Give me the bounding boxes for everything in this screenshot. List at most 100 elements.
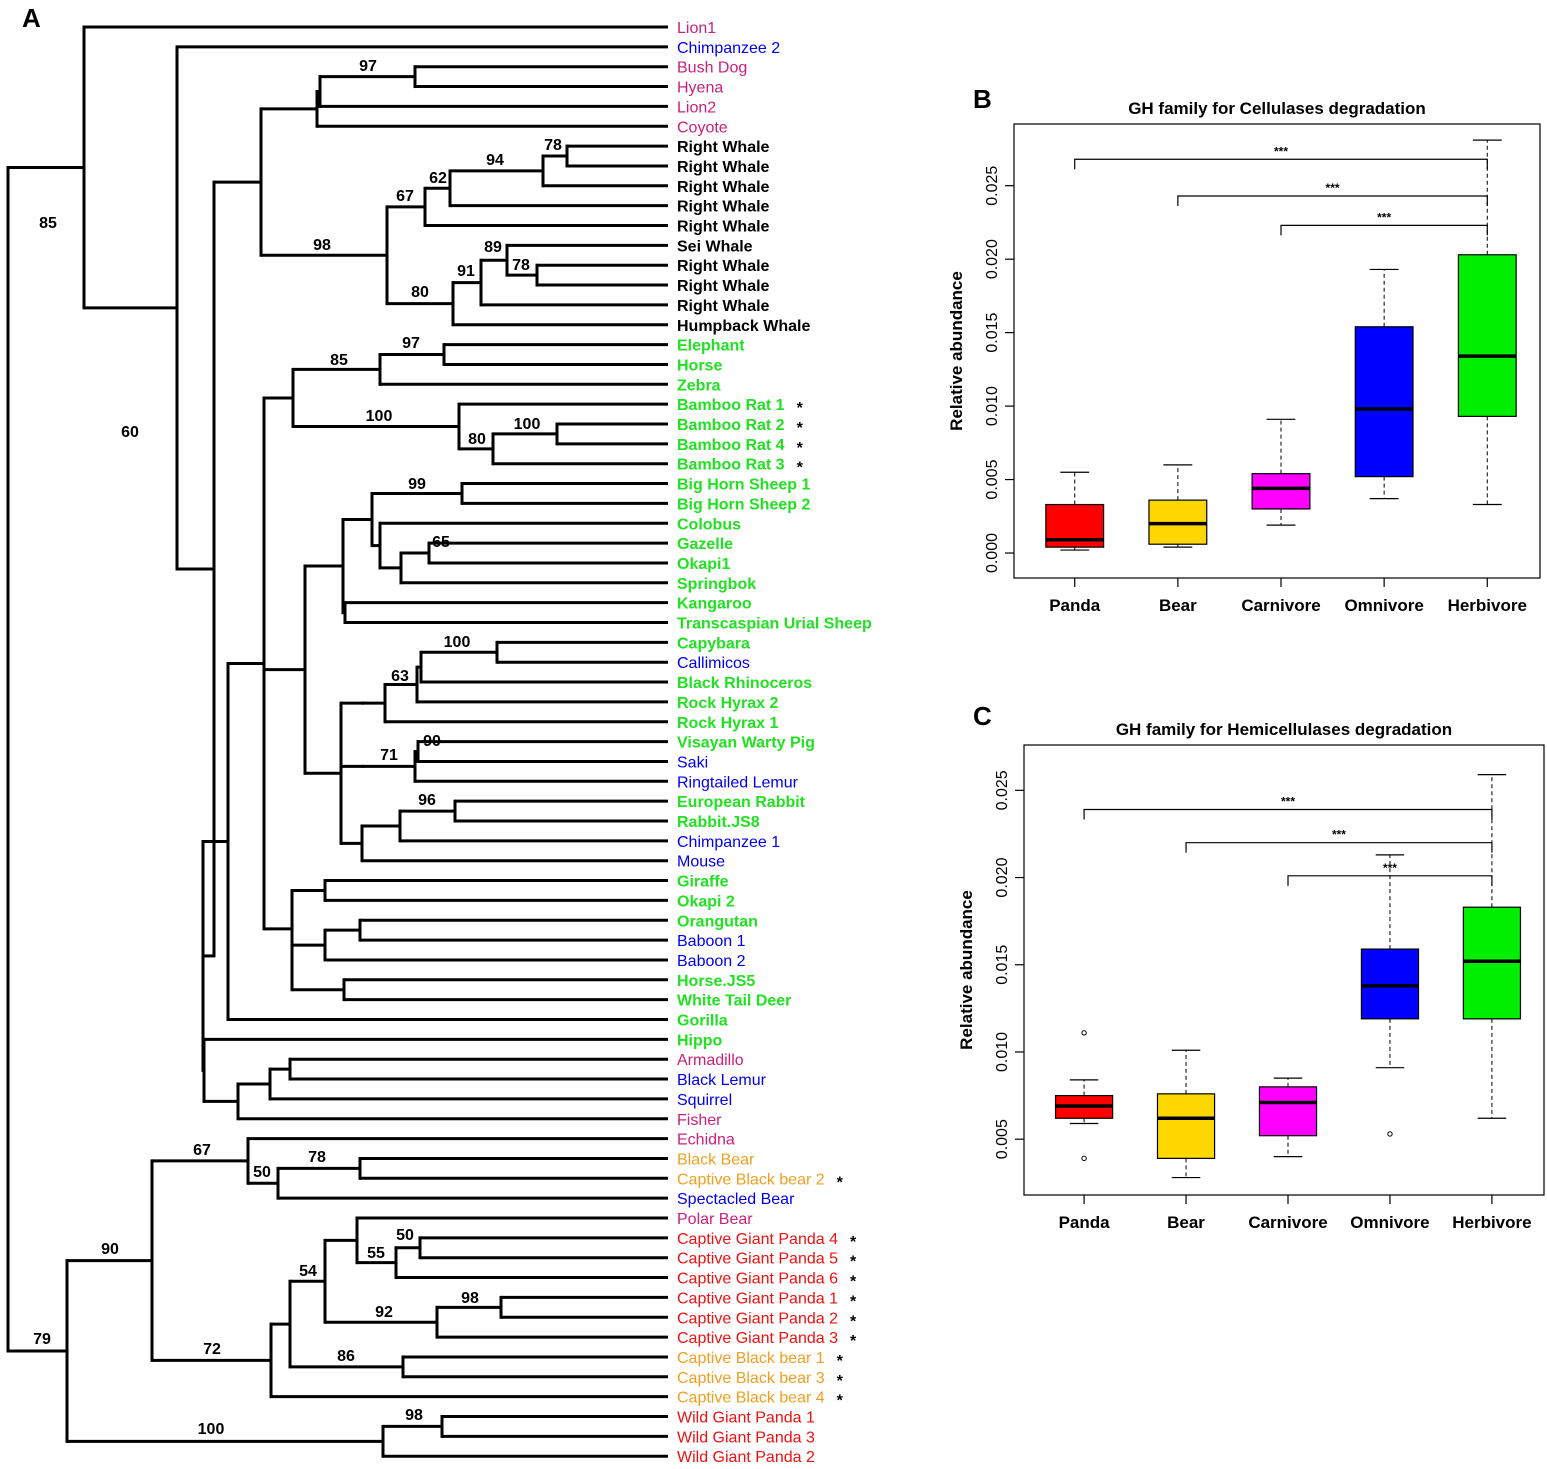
tree-leaf-label: Black Rhinoceros <box>677 675 812 692</box>
y-tick-label: 0.020 <box>994 857 1011 897</box>
tree-leaf-label: Callimicos <box>677 655 750 672</box>
tree-leaf-label: Gorilla <box>677 1013 728 1030</box>
tree-leaf-label: European Rabbit <box>677 794 806 811</box>
tree-leaf-label: Horse <box>677 357 722 374</box>
bootstrap-value: 78 <box>308 1149 326 1166</box>
tree-leaf-label: Right Whale <box>677 159 770 176</box>
panel-label-a: A <box>22 3 41 33</box>
tree-leaf-label: Black Bear <box>677 1151 755 1168</box>
bootstrap-value: 62 <box>429 170 447 187</box>
tree-leaf-label: Captive Giant Panda 4 <box>677 1231 838 1248</box>
tree-leaf-label: Wild Giant Panda 3 <box>677 1429 815 1446</box>
tree-leaf-label: Chimpanzee 2 <box>677 40 780 57</box>
panel-label-b: B <box>973 84 992 114</box>
tree-leaf-label: Captive Giant Panda 3 <box>677 1330 838 1347</box>
bootstrap-value: 85 <box>330 352 348 369</box>
y-tick-label: 0.025 <box>994 770 1011 810</box>
bootstrap-value: 98 <box>405 1407 423 1424</box>
plot-frame <box>1023 744 1545 1196</box>
tree-leaf-label: Echidna <box>677 1132 735 1149</box>
tree-leaf-label: Elephant <box>677 338 745 355</box>
tree-leaf-label: Saki <box>677 754 708 771</box>
significance-bracket <box>1185 842 1493 853</box>
x-tick-label: Bear <box>1167 1213 1205 1232</box>
significance-star: * <box>850 1254 857 1271</box>
boxplot-cellulases: GH family for Cellulases degradation Rela… <box>947 99 1541 615</box>
bootstrap-value: 98 <box>313 237 331 254</box>
significance-bracket <box>1083 808 1493 820</box>
significance-label: *** <box>1383 861 1397 875</box>
significance-bracket <box>1177 195 1488 206</box>
bootstrap-value: 100 <box>514 416 541 433</box>
bootstrap-value: 86 <box>337 1348 355 1365</box>
bootstrap-value: 79 <box>33 1331 51 1348</box>
x-tick-label: Herbivore <box>1452 1213 1531 1232</box>
tree-leaf-label: Captive Giant Panda 1 <box>677 1290 838 1307</box>
bootstrap-value: 98 <box>461 1290 479 1307</box>
tree-leaf-label: Rabbit.JS8 <box>677 814 760 831</box>
outlier-point <box>1387 1131 1393 1137</box>
bootstrap-value: 85 <box>39 215 57 232</box>
tree-leaf-label: Coyote <box>677 119 728 136</box>
significance-label: *** <box>1332 828 1346 842</box>
tree-leaf-label: Squirrel <box>677 1092 732 1109</box>
bootstrap-value: 50 <box>253 1164 271 1181</box>
significance-star: * <box>837 1174 844 1191</box>
tree-leaf-label: Black Lemur <box>677 1072 767 1089</box>
significance-star: * <box>797 460 804 477</box>
tree-leaf-label: Horse.JS5 <box>677 973 755 990</box>
bootstrap-value: 63 <box>391 668 409 685</box>
tree-leaf-label: Right Whale <box>677 278 770 295</box>
tree-leaf-label: Kangaroo <box>677 596 752 613</box>
tree-leaf-label: Right Whale <box>677 258 770 275</box>
y-tick-label: 0.015 <box>984 313 1001 353</box>
bootstrap-value: 89 <box>484 239 502 256</box>
significance-bracket <box>1280 224 1488 236</box>
box-carnivore <box>1251 473 1311 510</box>
x-tick-label: Omnivore <box>1350 1213 1429 1232</box>
x-tick-label: Carnivore <box>1248 1213 1327 1232</box>
tree-leaf-label: Colobus <box>677 516 741 533</box>
tree-leaf-label: Transcaspian Urial Sheep <box>677 616 872 633</box>
tree-leaf-label: Big Horn Sheep 2 <box>677 496 810 513</box>
tree-leaf-label: Gazelle <box>677 536 733 553</box>
bootstrap-value: 90 <box>423 733 441 750</box>
tree-leaf-label: Baboon 2 <box>677 953 746 970</box>
bootstrap-value: 99 <box>408 476 426 493</box>
bootstrap-value: 78 <box>544 137 562 154</box>
significance-star: * <box>850 1313 857 1330</box>
tree-leaf-label: Ringtailed Lemur <box>677 774 799 791</box>
tree-leaf-label: Rock Hyrax 1 <box>677 715 778 732</box>
tree-leaf-label: Springbok <box>677 576 756 593</box>
significance-star: * <box>837 1373 844 1390</box>
tree-leaf-label: Chimpanzee 1 <box>677 834 780 851</box>
x-tick-label: Panda <box>1059 1213 1111 1232</box>
bootstrap-value: 91 <box>457 263 475 280</box>
bootstrap-value: 65 <box>432 534 450 551</box>
tree-leaf-label: Bamboo Rat 2 <box>677 417 785 434</box>
tree-leaf-label: Hippo <box>677 1032 723 1049</box>
significance-star: * <box>850 1234 857 1251</box>
significance-star: * <box>837 1393 844 1410</box>
bootstrap-value: 100 <box>366 408 393 425</box>
bootstrap-value: 80 <box>411 284 429 301</box>
bootstrap-value: 60 <box>121 424 139 441</box>
tree-leaf-label: Baboon 1 <box>677 933 746 950</box>
bootstrap-value: 50 <box>396 1227 414 1244</box>
bootstrap-value: 80 <box>468 431 486 448</box>
bootstrap-value: 67 <box>396 188 414 205</box>
tree-leaf-label: Bamboo Rat 1 <box>677 397 785 414</box>
tree-leaf-label: Captive Giant Panda 2 <box>677 1310 838 1327</box>
tree-leaf-label: Hyena <box>677 80 723 97</box>
y-tick-label: 0.000 <box>984 533 1001 573</box>
x-tick-label: Carnivore <box>1241 596 1320 615</box>
bootstrap-value: 71 <box>380 747 398 764</box>
y-tick-label: 0.015 <box>994 945 1011 985</box>
significance-label: *** <box>1274 144 1288 158</box>
tree-leaf-label: Bamboo Rat 4 <box>677 437 785 454</box>
y-tick-label: 0.010 <box>994 1032 1011 1072</box>
tree-leaf-label: Right Whale <box>677 139 770 156</box>
x-tick-label: Bear <box>1159 596 1197 615</box>
bootstrap-value: 55 <box>367 1245 385 1262</box>
